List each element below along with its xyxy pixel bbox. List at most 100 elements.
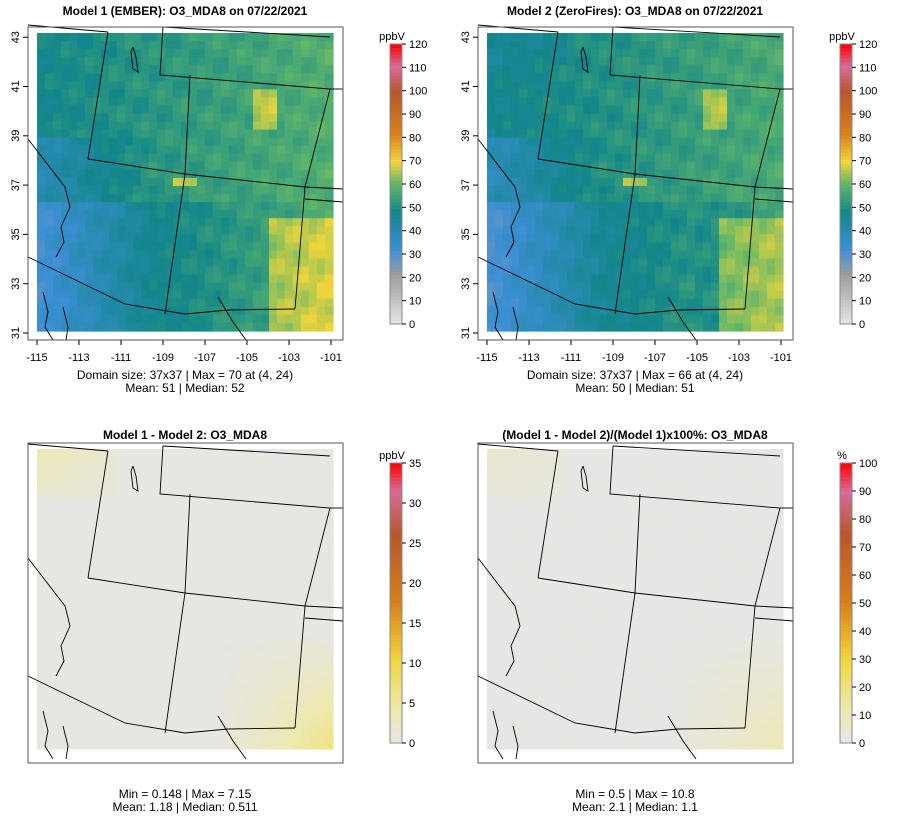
grid-cell — [727, 169, 736, 179]
grid-cell — [285, 497, 294, 507]
grid-cell — [101, 234, 110, 243]
grid-cell — [109, 41, 118, 50]
grid-cell — [543, 121, 552, 131]
grid-cell — [711, 449, 720, 458]
grid-cell — [293, 314, 302, 324]
grid-cell — [679, 481, 688, 491]
grid-cell — [93, 250, 102, 260]
grid-cell — [157, 497, 166, 507]
grid-cell — [671, 97, 680, 107]
grid-cell — [551, 234, 560, 243]
grid-cell — [503, 49, 512, 58]
grid-cell — [141, 57, 150, 66]
grid-cell — [133, 465, 142, 474]
grid-cell — [487, 258, 496, 268]
grid-cell — [767, 266, 776, 276]
grid-cell — [599, 473, 608, 483]
grid-cell — [735, 137, 744, 147]
grid-cell — [703, 242, 712, 252]
grid-cell — [205, 570, 214, 580]
grid-cell — [141, 586, 150, 596]
colorbar-segment — [390, 184, 402, 188]
grid-cell — [317, 676, 326, 685]
grid-cell — [583, 105, 592, 115]
grid-cell — [309, 700, 318, 710]
grid-cell — [149, 89, 158, 99]
grid-cell — [181, 530, 190, 539]
grid-cell — [133, 635, 142, 645]
grid-cell — [277, 169, 286, 179]
grid-cell — [109, 194, 118, 203]
colorbar-segment — [390, 215, 402, 220]
grid-cell — [551, 65, 560, 74]
grid-cell — [221, 161, 230, 171]
grid-cell — [767, 218, 776, 227]
grid-cell — [221, 594, 230, 604]
grid-cell — [639, 481, 648, 491]
grid-cell — [93, 298, 102, 308]
grid-cell — [197, 732, 206, 742]
grid-cell — [157, 186, 166, 195]
grid-cell — [85, 218, 94, 227]
grid-cell — [85, 611, 94, 620]
grid-cell — [293, 627, 302, 637]
grid-cell — [149, 266, 158, 276]
grid-cell — [197, 226, 206, 235]
colorbar-segment — [390, 711, 402, 716]
grid-cell — [61, 578, 70, 588]
grid-cell — [101, 457, 110, 466]
grid-cell — [751, 538, 760, 547]
grid-cell — [101, 186, 110, 195]
grid-cell — [237, 570, 246, 580]
grid-cell — [543, 73, 552, 82]
grid-cell — [285, 489, 294, 499]
colorbar-segment — [390, 313, 402, 318]
grid-cell — [69, 210, 78, 219]
grid-cell — [93, 740, 102, 750]
grid-cell — [767, 530, 776, 539]
grid-cell — [301, 57, 310, 66]
grid-cell — [61, 732, 70, 742]
border-line — [537, 158, 794, 190]
grid-cell — [85, 530, 94, 539]
border-line — [477, 256, 746, 315]
grid-cell — [197, 314, 206, 324]
grid-cell — [527, 242, 536, 252]
grid-cell — [237, 635, 246, 645]
grid-cell — [591, 250, 600, 260]
grid-cell — [591, 89, 600, 99]
grid-cell — [599, 89, 608, 99]
grid-cell — [277, 153, 286, 163]
grid-cell — [663, 186, 672, 195]
grid-cell — [53, 89, 62, 99]
grid-cell — [615, 202, 624, 211]
grid-cell — [519, 266, 528, 276]
grid-cell — [253, 49, 262, 58]
grid-cell — [109, 266, 118, 276]
colorbar-segment — [840, 289, 852, 293]
grid-cell — [269, 465, 278, 474]
grid-cell — [77, 218, 86, 227]
grid-cell — [85, 740, 94, 750]
grid-cell — [37, 89, 46, 99]
grid-cell — [157, 611, 166, 620]
grid-cell — [527, 81, 536, 90]
colorbar-segment — [840, 82, 852, 87]
grid-cell — [189, 161, 198, 171]
grid-cell — [663, 81, 672, 90]
grid-cell — [109, 676, 118, 685]
grid-cell — [229, 513, 238, 523]
grid-cell — [245, 505, 254, 515]
grid-cell — [511, 194, 520, 203]
grid-cell — [487, 89, 496, 99]
grid-cell — [237, 603, 246, 612]
colorbar-segment — [840, 306, 852, 311]
grid-cell — [639, 105, 648, 115]
grid-cell — [503, 322, 512, 332]
grid-cell — [309, 186, 318, 195]
grid-cell — [109, 578, 118, 588]
grid-cell — [205, 538, 214, 547]
grid-cell — [317, 121, 326, 131]
grid-cell — [735, 105, 744, 115]
